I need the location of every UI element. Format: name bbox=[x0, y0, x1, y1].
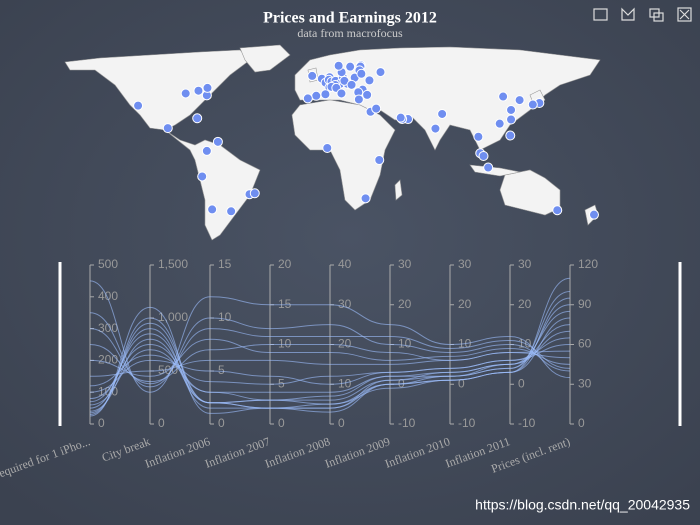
chart-subtitle: data from macrofocus bbox=[297, 26, 403, 40]
tick-label: -10 bbox=[398, 416, 416, 430]
city-point bbox=[473, 131, 484, 142]
data-line bbox=[89, 310, 571, 404]
tick-label: 0 bbox=[158, 416, 165, 430]
city-point bbox=[588, 209, 599, 220]
tick-label: 10 bbox=[218, 310, 232, 324]
tick-label: 400 bbox=[98, 289, 118, 303]
city-point bbox=[302, 93, 313, 104]
tick-label: 1,500 bbox=[158, 257, 188, 271]
city-point bbox=[552, 205, 563, 216]
city-point bbox=[437, 108, 448, 119]
data-line bbox=[89, 280, 571, 393]
city-point bbox=[345, 61, 356, 72]
tick-label: 30 bbox=[518, 257, 532, 271]
city-point bbox=[505, 130, 516, 141]
city-point bbox=[336, 88, 347, 99]
tick-label: 0 bbox=[518, 376, 525, 390]
data-line bbox=[89, 324, 571, 401]
city-point bbox=[180, 88, 191, 99]
city-point bbox=[322, 142, 333, 153]
world-map bbox=[64, 44, 601, 241]
tick-label: 0 bbox=[338, 416, 345, 430]
tick-label: 20 bbox=[518, 297, 532, 311]
city-point bbox=[307, 70, 318, 81]
city-point bbox=[346, 79, 357, 90]
city-point bbox=[356, 68, 367, 79]
city-point bbox=[202, 82, 213, 93]
tick-label: 120 bbox=[578, 257, 598, 271]
data-line bbox=[89, 297, 571, 414]
tick-label: -10 bbox=[518, 416, 536, 430]
city-point bbox=[197, 171, 208, 182]
toolbox[interactable] bbox=[593, 7, 692, 22]
city-point bbox=[311, 90, 322, 101]
tick-label: 0 bbox=[278, 416, 285, 430]
data-line bbox=[89, 328, 571, 385]
city-point bbox=[249, 188, 260, 199]
city-point bbox=[133, 100, 144, 111]
tick-label: 90 bbox=[578, 297, 592, 311]
city-point bbox=[362, 89, 373, 100]
tick-label: 20 bbox=[278, 257, 292, 271]
city-point bbox=[162, 123, 173, 134]
city-point bbox=[506, 104, 517, 115]
tick-label: 20 bbox=[338, 337, 352, 351]
city-point bbox=[371, 103, 382, 114]
city-point bbox=[364, 75, 375, 86]
city-point bbox=[483, 162, 494, 173]
tick-label: 20 bbox=[398, 297, 412, 311]
city-point bbox=[353, 94, 364, 105]
tick-label: 500 bbox=[98, 257, 118, 271]
tick-label: 20 bbox=[458, 297, 472, 311]
tick-label: 0 bbox=[458, 376, 465, 390]
city-point bbox=[498, 91, 509, 102]
city-point bbox=[207, 204, 218, 215]
watermark: https://blog.csdn.net/qq_20042935 bbox=[475, 497, 690, 513]
tick-label: 300 bbox=[98, 321, 118, 335]
tick-label: 60 bbox=[578, 337, 592, 351]
city-point bbox=[375, 67, 386, 78]
city-point bbox=[320, 89, 331, 100]
tick-label: 5 bbox=[218, 363, 225, 377]
city-point bbox=[430, 123, 441, 134]
city-point bbox=[506, 114, 517, 125]
tick-label: 30 bbox=[578, 376, 592, 390]
tick-label: 1,000 bbox=[158, 310, 188, 324]
tick-label: 10 bbox=[278, 337, 292, 351]
chart-title: Prices and Earnings 2012 bbox=[263, 10, 437, 27]
tick-label: 15 bbox=[278, 297, 292, 311]
tick-label: 0 bbox=[218, 416, 225, 430]
tick-label: 0 bbox=[578, 416, 585, 430]
tick-label: 30 bbox=[398, 257, 412, 271]
city-point bbox=[494, 118, 505, 129]
city-point bbox=[514, 95, 525, 106]
data-line bbox=[89, 338, 571, 377]
tick-label: 15 bbox=[218, 257, 232, 271]
tick-label: 10 bbox=[398, 337, 412, 351]
city-point bbox=[478, 150, 489, 161]
city-point bbox=[374, 155, 385, 166]
tick-label: -10 bbox=[458, 416, 476, 430]
tick-label: 30 bbox=[458, 257, 472, 271]
city-point bbox=[193, 85, 204, 96]
city-point bbox=[360, 193, 371, 204]
city-point bbox=[212, 136, 223, 147]
city-point bbox=[201, 145, 212, 156]
city-point bbox=[226, 206, 237, 217]
tick-label: 0 bbox=[98, 416, 105, 430]
city-point bbox=[527, 99, 538, 110]
tick-label: 30 bbox=[338, 297, 352, 311]
tick-label: 40 bbox=[338, 257, 352, 271]
city-point bbox=[395, 112, 406, 123]
city-point bbox=[192, 113, 203, 124]
city-point bbox=[333, 60, 344, 71]
data-line bbox=[89, 337, 571, 387]
tick-label: 200 bbox=[98, 353, 118, 367]
data-line bbox=[89, 312, 571, 388]
